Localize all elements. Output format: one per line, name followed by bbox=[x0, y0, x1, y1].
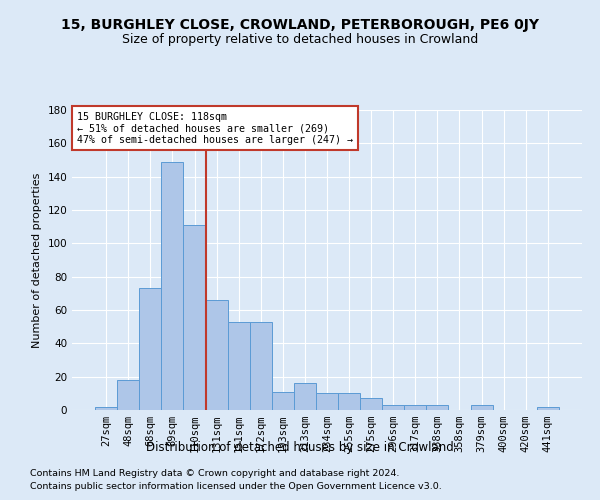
Bar bbox=[316, 394, 338, 410]
Bar bbox=[338, 394, 360, 410]
Bar bbox=[360, 398, 382, 410]
Bar bbox=[404, 405, 427, 410]
Bar bbox=[206, 300, 227, 410]
Bar bbox=[537, 406, 559, 410]
Bar bbox=[184, 225, 206, 410]
Bar bbox=[161, 162, 184, 410]
Y-axis label: Number of detached properties: Number of detached properties bbox=[32, 172, 42, 348]
Bar bbox=[272, 392, 294, 410]
Bar bbox=[427, 405, 448, 410]
Text: 15 BURGHLEY CLOSE: 118sqm
← 51% of detached houses are smaller (269)
47% of semi: 15 BURGHLEY CLOSE: 118sqm ← 51% of detac… bbox=[77, 112, 353, 144]
Text: Distribution of detached houses by size in Crowland: Distribution of detached houses by size … bbox=[146, 441, 454, 454]
Bar bbox=[117, 380, 139, 410]
Bar bbox=[250, 322, 272, 410]
Bar bbox=[470, 405, 493, 410]
Bar bbox=[139, 288, 161, 410]
Text: Contains public sector information licensed under the Open Government Licence v3: Contains public sector information licen… bbox=[30, 482, 442, 491]
Bar bbox=[227, 322, 250, 410]
Text: Contains HM Land Registry data © Crown copyright and database right 2024.: Contains HM Land Registry data © Crown c… bbox=[30, 468, 400, 477]
Text: 15, BURGHLEY CLOSE, CROWLAND, PETERBOROUGH, PE6 0JY: 15, BURGHLEY CLOSE, CROWLAND, PETERBOROU… bbox=[61, 18, 539, 32]
Text: Size of property relative to detached houses in Crowland: Size of property relative to detached ho… bbox=[122, 32, 478, 46]
Bar bbox=[382, 405, 404, 410]
Bar bbox=[294, 384, 316, 410]
Bar bbox=[95, 406, 117, 410]
